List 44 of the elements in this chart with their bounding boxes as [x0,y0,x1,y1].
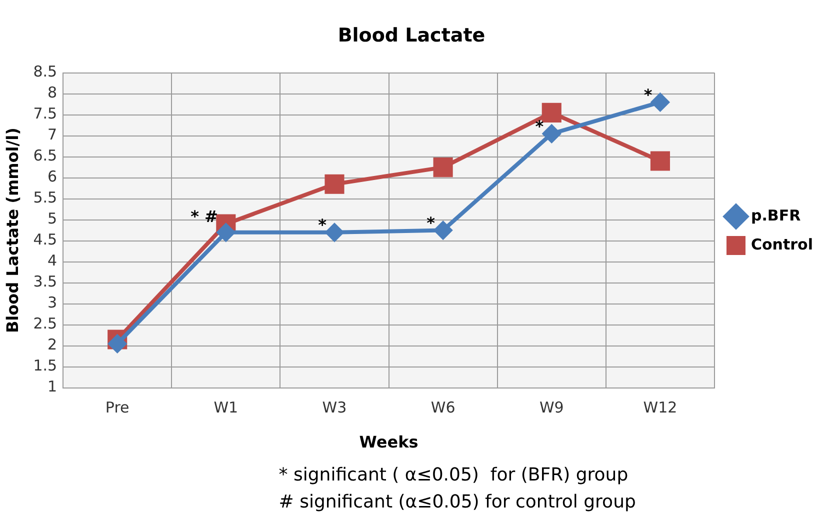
annotation: * [535,116,544,136]
y-tick-label: 3 [48,294,58,312]
point [650,151,670,171]
y-tick-label: 5 [48,210,58,228]
annotation: * # [190,207,218,226]
y-axis-title: Blood Lactate (mmol/l) [2,128,22,334]
y-tick-label: 5.5 [33,188,58,207]
point [542,124,561,143]
legend-label: Control [750,235,814,254]
y-tick-label: 7.5 [33,104,58,123]
y-tick-label: 2 [48,336,58,354]
text: * significant ( α≤0.05) for (BFR) group [278,464,628,486]
y-tick-label: 1 [48,378,58,396]
y-tick-label: 8.5 [33,62,58,81]
x-tick-label: Pre [105,398,130,417]
point [108,334,126,353]
x-tick-label: W1 [214,398,238,417]
y-tick-label: 7 [48,126,58,144]
x-tick-label: W12 [643,398,678,417]
y-tick-label: 1.5 [33,356,58,375]
y-tick-label: 6.5 [33,146,58,165]
point [651,93,670,112]
annotation: * [426,213,436,232]
point [216,223,235,242]
x-tick-label: W9 [539,398,564,417]
y-tick-label: 2.5 [33,314,58,333]
point [433,158,453,178]
chart-title: Blood Lactate [338,24,486,46]
text: # significant (α≤0.05) for control group [278,492,636,513]
x-axis-title: Weeks [359,432,418,452]
x-tick-label: W3 [322,398,347,417]
point [542,102,562,122]
point [325,223,344,242]
x-tick-label: W6 [430,398,456,417]
point [434,221,452,240]
y-tick-label: 3.5 [33,272,58,291]
annotation: * [318,216,328,235]
y-tick-label: 8 [48,84,58,102]
point [324,174,344,194]
y-tick-label: 4.5 [33,230,58,249]
legend-label: p.BFR [750,206,802,224]
annotation: * [644,85,653,104]
y-tick-label: 4 [48,252,58,270]
y-tick-label: 6 [48,168,58,186]
